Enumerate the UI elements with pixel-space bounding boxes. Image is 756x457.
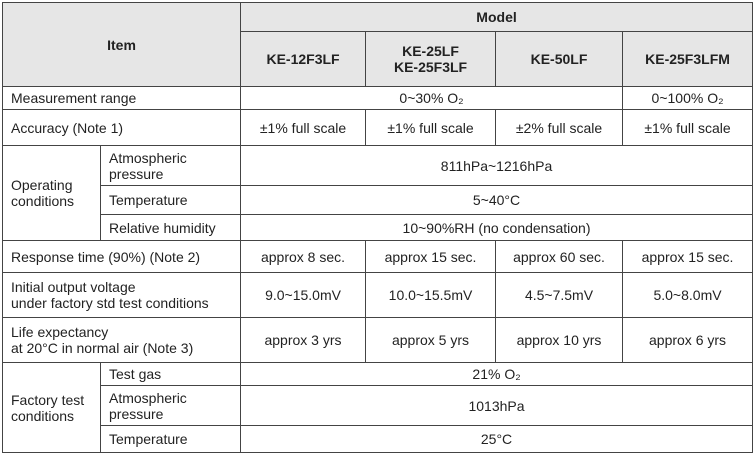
sub-label: Relative humidity [99,214,242,241]
cell: 5~40°C [240,185,754,215]
text: pressure [109,165,164,182]
sub-label: Atmospheric pressure [99,145,242,186]
cell: 0~30% O₂ [240,86,624,110]
cell: approx 15 sec. [622,240,754,273]
sub-label: Temperature [99,185,242,215]
text: Atmospheric [109,149,187,166]
text: KE-25F3LFM [645,51,730,67]
text: under factory std test conditions [11,295,209,311]
row: Temperature 5~40°C [3,185,754,215]
cell: approx 5 yrs [365,317,497,363]
text: KE-12F3LF [266,51,340,67]
cell: 5.0~8.0mV [622,272,754,318]
cell: 25°C [240,425,754,453]
text: Operating [11,177,73,193]
cell: 811hPa~1216hPa [240,145,754,186]
cell: approx 8 sec. [240,240,367,273]
cell: 10.0~15.5mV [365,272,497,318]
row: Operating conditions Atmospheric pressure … [2,145,754,241]
text: conditions [11,193,75,209]
sub-label: Atmospheric pressure [99,385,242,426]
cell: 21% O₂ [240,362,754,386]
text: Factory test [11,391,85,408]
row: Life expectancy at 20°C in normal air (No… [1,317,754,363]
cell: ±1% full scale [622,109,754,146]
row-label: Factory test conditions [2,362,101,453]
row-label: Response time (90%) (Note 2) [1,240,242,273]
text: at 20°C in normal air (Note 3) [11,340,194,356]
text: KE-50LF [530,51,588,67]
cell: 4.5~7.5mV [495,272,624,318]
cell: 1013hPa [240,385,754,426]
cell: ±2% full scale [495,109,624,146]
cell: 0~100% O₂ [622,86,754,110]
row-label: Measurement range [1,86,242,110]
text: Initial output voltage [11,279,136,295]
model-name: KE-50LF [495,31,624,87]
item-header: Item [1,2,242,87]
cell: approx 15 sec. [365,240,497,273]
row: Factory test conditions Test gas 21% O₂ [2,362,754,453]
header-row: Item Model [1,2,754,87]
row: Measurement range 0~30% O₂ 0~100% O₂ [1,86,754,110]
sub-label: Test gas [99,362,242,386]
model-name: KE-25F3LFM [622,31,754,87]
cell: 10~90%RH (no condensation) [240,214,754,241]
cell: approx 3 yrs [240,317,367,363]
text: KE-25F3LF [393,59,468,75]
row-label: Accuracy (Note 1) [1,109,242,146]
row: Response time (90%) (Note 2) approx 8 se… [1,240,754,273]
cell: ±1% full scale [365,109,497,146]
text: Life expectancy [11,324,109,340]
row: Initial output voltage under factory std … [1,272,754,318]
cell: ±1% full scale [240,109,367,146]
row: Relative humidity 10~90%RH (no condensat… [3,214,754,241]
cell: approx 60 sec. [495,240,624,273]
row: Temperature 25°C [3,425,754,453]
text: KE-25LF [402,43,459,59]
model-name: KE-12F3LF [240,31,367,87]
cell: approx 6 yrs [622,317,754,363]
text: Atmospheric [109,389,187,406]
text: pressure [109,405,164,422]
row: Atmospheric pressure 1013hPa [3,385,754,426]
row-label: Life expectancy at 20°C in normal air (No… [1,317,242,363]
row-label: Initial output voltage under factory std … [1,272,242,318]
header-row: KE-12F3LF KE-25LF KE-25F3LF KE-50LF KE-25… [3,31,754,87]
cell: approx 10 yrs [495,317,624,363]
text: conditions [11,407,75,424]
sub-label: Temperature [99,425,242,453]
cell: 9.0~15.0mV [240,272,367,318]
row-label: Operating conditions [2,145,101,241]
row: Accuracy (Note 1) ±1% full scale ±1% ful… [1,109,754,146]
model-name: KE-25LF KE-25F3LF [365,31,497,87]
model-header: Model [240,2,754,32]
